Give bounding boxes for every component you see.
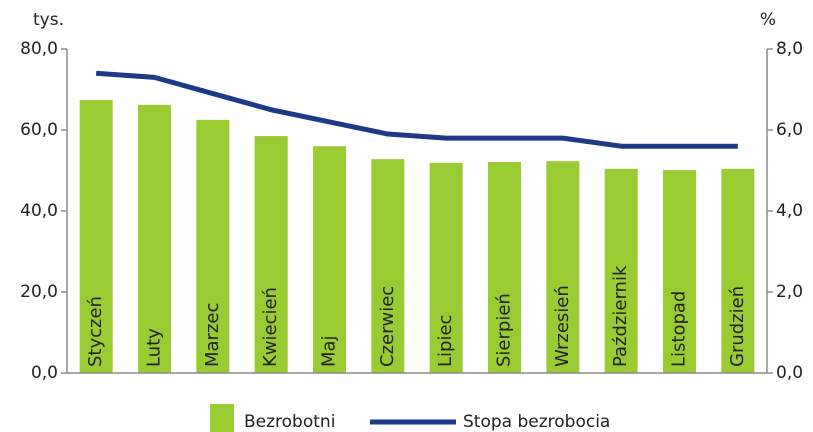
bar (371, 159, 405, 373)
bar (663, 170, 696, 373)
legend-label: Stopa bezrobocia (463, 412, 610, 432)
y2-tick-label: 2,0 (776, 282, 803, 302)
legend-swatch (210, 404, 234, 432)
category-label: Czerwiec (377, 286, 398, 367)
bar (429, 162, 463, 373)
category-label: Lipiec (435, 315, 456, 367)
y2-tick-label: 8,0 (776, 39, 803, 59)
category-label: Listopad (669, 291, 690, 367)
bar (546, 161, 580, 373)
category-label: Styczeń (85, 296, 106, 367)
y2-axis-label: % (760, 10, 776, 30)
bar (138, 104, 171, 373)
y2-tick-label: 0,0 (776, 363, 803, 383)
y-tick-label: 80,0 (20, 39, 58, 59)
category-label: Maj (319, 335, 340, 367)
category-label: Grudzień (727, 286, 748, 367)
line (95, 70, 738, 149)
bar (79, 100, 113, 373)
y-axis-label: tys. (33, 10, 64, 30)
y-tick-label: 0,0 (31, 363, 58, 383)
category-label: Wrzesień (552, 285, 573, 367)
y2-tick-label: 4,0 (776, 201, 803, 221)
category-label: Marzec (202, 303, 223, 367)
y-tick-label: 60,0 (20, 120, 58, 140)
bar (721, 168, 755, 373)
bar (313, 146, 346, 373)
y-tick-label: 40,0 (20, 201, 58, 221)
bar (196, 119, 230, 373)
bar (604, 168, 638, 373)
legend-label: Bezrobotni (244, 412, 335, 432)
bar (488, 161, 521, 373)
category-label: Październik (610, 265, 631, 367)
bar (254, 136, 288, 373)
category-label: Sierpień (494, 293, 515, 367)
y2-tick-label: 6,0 (776, 120, 803, 140)
y-tick-label: 20,0 (20, 282, 58, 302)
category-label: Luty (144, 328, 165, 367)
category-label: Kwiecień (260, 287, 281, 367)
